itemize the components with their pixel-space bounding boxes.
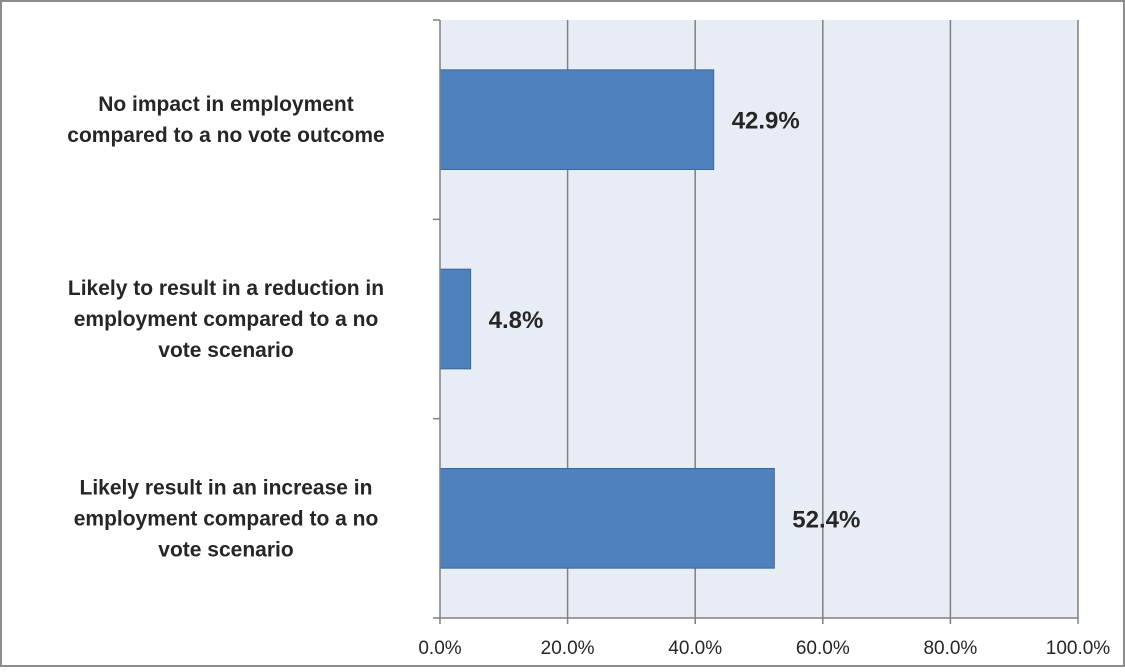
x-tick-label: 80.0%: [923, 638, 977, 659]
x-tick-label: 40.0%: [668, 638, 722, 659]
data-label: 42.9%: [732, 108, 800, 135]
category-label-line: compared to a no vote outcome: [67, 124, 384, 147]
x-tick-label: 100.0%: [1046, 638, 1111, 659]
category-label-line: vote scenario: [158, 339, 293, 362]
data-label: 4.8%: [489, 307, 544, 334]
category-label-line: vote scenario: [158, 538, 293, 561]
x-tick-label: 60.0%: [796, 638, 850, 659]
bar: [440, 469, 774, 569]
category-label-line: employment compared to a no: [74, 507, 379, 530]
x-tick-label: 20.0%: [541, 638, 595, 659]
category-label-line: Likely result in an increase in: [80, 476, 373, 499]
category-label-line: employment compared to a no: [74, 308, 379, 331]
category-label-line: No impact in employment: [98, 93, 354, 116]
bar: [440, 70, 714, 170]
bar: [440, 269, 471, 369]
category-label-line: Likely to result in a reduction in: [68, 277, 384, 300]
x-tick-label: 0.0%: [418, 638, 461, 659]
data-label: 52.4%: [792, 506, 860, 533]
